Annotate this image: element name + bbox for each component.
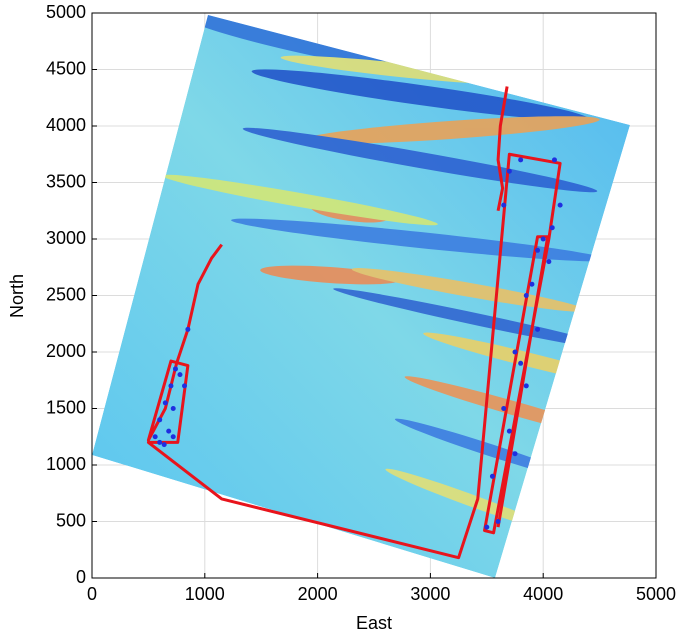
x-axis-label: East	[356, 613, 392, 633]
y-tick-label: 3500	[46, 171, 86, 191]
data-point	[157, 439, 163, 445]
data-point	[529, 281, 535, 287]
data-point	[177, 372, 183, 378]
x-tick-label: 3000	[410, 584, 450, 604]
data-point	[501, 202, 507, 208]
data-point	[185, 326, 191, 332]
data-point	[557, 202, 563, 208]
data-point	[161, 442, 167, 448]
plot-marks	[146, 86, 563, 560]
y-tick-label: 2000	[46, 341, 86, 361]
data-point	[170, 434, 176, 440]
y-tick-label: 0	[76, 567, 86, 587]
data-point	[484, 524, 490, 530]
y-tick-label: 1000	[46, 454, 86, 474]
data-point	[518, 360, 524, 366]
x-tick-label: 4000	[523, 584, 563, 604]
y-tick-label: 3000	[46, 228, 86, 248]
y-tick-label: 500	[56, 510, 86, 530]
y-tick-label: 4000	[46, 115, 86, 135]
data-point	[535, 326, 541, 332]
data-point	[506, 168, 512, 174]
data-point	[172, 366, 178, 372]
y-tick-label: 2500	[46, 284, 86, 304]
data-point	[523, 383, 529, 389]
data-point	[549, 225, 555, 231]
data-point	[162, 400, 168, 406]
data-point	[546, 259, 552, 265]
data-point	[540, 236, 546, 242]
data-point	[535, 247, 541, 253]
y-tick-label: 1500	[46, 397, 86, 417]
data-point	[518, 157, 524, 163]
seismic-image	[92, 15, 630, 578]
x-tick-label: 1000	[185, 584, 225, 604]
data-point	[506, 428, 512, 434]
y-tick-label: 4500	[46, 58, 86, 78]
data-point	[168, 383, 174, 389]
x-tick-label: 2000	[298, 584, 338, 604]
data-point	[495, 519, 501, 524]
data-point	[157, 417, 163, 423]
track-line	[146, 86, 562, 560]
x-tick-label: 5000	[636, 584, 676, 604]
data-point	[512, 451, 518, 457]
y-axis-label: North	[7, 274, 27, 318]
data-point	[501, 406, 507, 411]
data-point	[512, 349, 518, 355]
data-point	[181, 383, 187, 389]
y-tick-label: 5000	[46, 2, 86, 22]
x-tick-label: 0	[87, 584, 97, 604]
data-point	[152, 434, 158, 440]
data-point	[489, 473, 495, 479]
data-point	[170, 406, 176, 411]
data-point	[551, 157, 557, 163]
data-point	[523, 293, 529, 298]
data-point	[166, 428, 172, 434]
